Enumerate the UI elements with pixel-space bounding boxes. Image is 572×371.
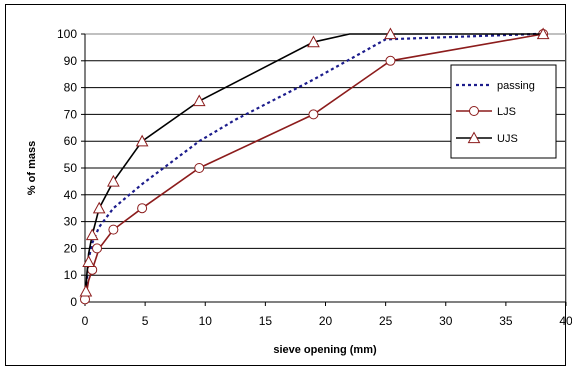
y-tick-label: 70 <box>64 107 78 121</box>
x-tick-label: 30 <box>439 314 453 328</box>
data-point-ljs <box>108 224 119 235</box>
data-point-ujs <box>192 94 206 107</box>
x-tick-label: 20 <box>319 314 333 328</box>
data-point-ujs <box>107 174 120 187</box>
legend-marker-ljs <box>469 106 479 116</box>
legend-label-ujs: UJS <box>497 133 518 145</box>
x-tick-label: 25 <box>379 314 393 328</box>
data-point-ljs <box>194 163 205 173</box>
data-point-ujs <box>92 201 106 214</box>
data-point-ujs <box>85 228 99 241</box>
data-point-ljs <box>137 203 148 214</box>
data-point-ujs <box>384 27 397 40</box>
y-tick-label: 20 <box>64 241 78 255</box>
y-tick-label: 100 <box>57 27 77 41</box>
data-point-ujs <box>536 27 550 40</box>
legend: passing LJS UJS <box>450 64 557 159</box>
x-axis-title: sieve opening (mm) <box>273 344 377 356</box>
series-ljs <box>80 29 549 305</box>
y-tick-label: 30 <box>64 215 78 229</box>
data-point-ujs <box>307 35 320 48</box>
x-tick-label: 40 <box>559 314 572 328</box>
y-tick-label: 0 <box>70 295 77 309</box>
legend-marker-ujs <box>467 131 481 144</box>
axes: 0 10 20 30 40 50 60 70 80 90 100 0 5 10 15 20 25 30 35 40 <box>57 27 572 328</box>
y-tick-label: 60 <box>64 134 78 148</box>
series-ujs <box>79 27 550 297</box>
x-tick-label: 10 <box>199 314 213 328</box>
data-point-ujs <box>79 284 93 297</box>
x-tick-label: 5 <box>142 314 149 328</box>
x-tick-label: 0 <box>82 314 89 328</box>
y-tick-label: 40 <box>64 188 78 202</box>
data-point-ljs <box>92 243 103 254</box>
legend-label-ljs: LJS <box>497 106 516 118</box>
data-point-ljs <box>385 55 396 66</box>
data-point-ujs <box>135 134 149 147</box>
x-tick-label: 15 <box>259 314 273 328</box>
y-tick-label: 10 <box>64 268 78 282</box>
data-point-ujs <box>82 255 95 267</box>
y-tick-label: 50 <box>64 161 78 175</box>
y-tick-label: 90 <box>64 54 78 68</box>
y-axis-title: % of mass <box>26 141 38 195</box>
legend-label-passing: passing <box>497 80 535 92</box>
data-point-ljs <box>308 109 319 120</box>
data-series <box>79 27 550 305</box>
x-tick-label: 35 <box>499 314 513 328</box>
y-tick-label: 80 <box>64 81 78 95</box>
